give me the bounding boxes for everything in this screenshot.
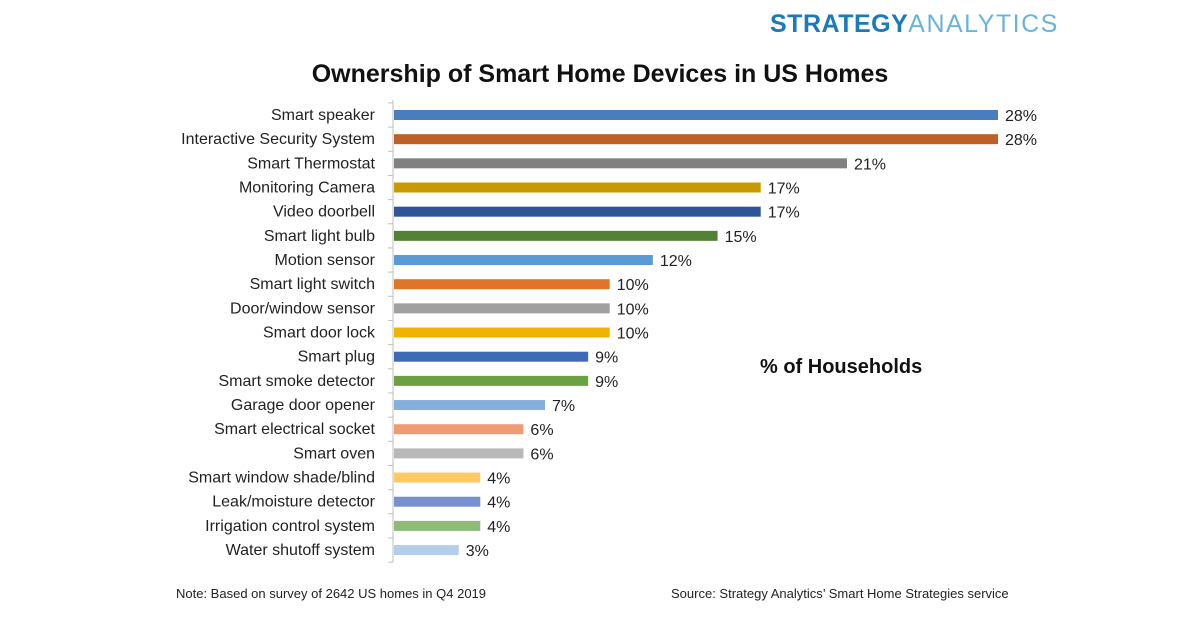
bar — [394, 134, 998, 145]
logo-part1: STRATEGY — [770, 10, 909, 38]
source-note: Source: Strategy Analytics’ Smart Home S… — [671, 586, 1009, 601]
bar — [394, 375, 589, 386]
category-label: Smart light bulb — [264, 228, 375, 245]
bar — [394, 472, 481, 483]
bar — [394, 206, 761, 217]
strategy-analytics-logo: STRATEGYANALYTICS — [770, 10, 1059, 39]
data-label: 10% — [617, 326, 649, 343]
data-label: 21% — [854, 156, 886, 173]
category-label: Smart light switch — [250, 276, 375, 293]
bar — [394, 255, 653, 266]
category-label: Garage door opener — [231, 397, 376, 414]
bar — [394, 351, 589, 362]
category-label: Irrigation control system — [205, 518, 375, 535]
data-label: 6% — [530, 422, 553, 439]
bar — [394, 182, 761, 193]
logo-part2: ANALYTICS — [908, 10, 1059, 38]
bar — [394, 279, 610, 290]
data-label: 10% — [617, 277, 649, 294]
data-label: 28% — [1005, 132, 1037, 149]
data-label: 17% — [768, 205, 800, 222]
data-label: 4% — [487, 519, 510, 536]
data-label: 17% — [768, 181, 800, 198]
category-label: Smart smoke detector — [219, 373, 376, 390]
data-label: 10% — [617, 301, 649, 318]
bar — [394, 520, 481, 531]
category-label: Monitoring Camera — [239, 180, 375, 197]
bar — [394, 110, 998, 120]
chart-title-text: Ownership of Smart Home Devices in US Ho… — [311, 60, 889, 88]
bar — [394, 424, 524, 435]
bar — [394, 545, 459, 556]
data-label: 4% — [487, 495, 510, 512]
category-label: Video doorbell — [273, 204, 375, 221]
data-label: 12% — [660, 253, 692, 270]
bar — [394, 496, 481, 507]
category-label: Motion sensor — [275, 252, 376, 269]
bar — [394, 158, 847, 169]
category-label: Door/window sensor — [230, 300, 376, 317]
category-label: Smart door lock — [263, 325, 376, 342]
footnote: Note: Based on survey of 2642 US homes i… — [176, 586, 487, 601]
category-label: Interactive Security System — [181, 131, 375, 148]
bar — [394, 400, 545, 411]
bar — [394, 303, 610, 314]
data-label: 6% — [530, 446, 553, 463]
data-label: 9% — [595, 350, 618, 367]
data-label: 9% — [595, 374, 618, 391]
category-label: Smart Thermostat — [247, 155, 375, 172]
data-label: 3% — [466, 543, 489, 560]
category-label: Smart window shade/blind — [188, 470, 375, 487]
data-label: 7% — [552, 398, 575, 415]
data-label: 28% — [1005, 108, 1037, 125]
category-label: Smart speaker — [271, 107, 376, 124]
bar — [394, 448, 524, 459]
chart-annotation: % of Households — [760, 356, 923, 378]
category-label: Leak/moisture detector — [212, 494, 375, 511]
category-label: Smart plug — [298, 349, 375, 366]
chart-title: Ownership of Smart Home Devices in US Ho… — [0, 60, 1200, 89]
bar — [394, 327, 610, 338]
category-label: Water shutoff system — [226, 542, 375, 559]
bar — [394, 230, 718, 241]
data-label: 4% — [487, 471, 510, 488]
data-label: 15% — [725, 229, 757, 246]
category-label: Smart electrical socket — [214, 421, 375, 438]
category-label: Smart oven — [293, 445, 375, 462]
